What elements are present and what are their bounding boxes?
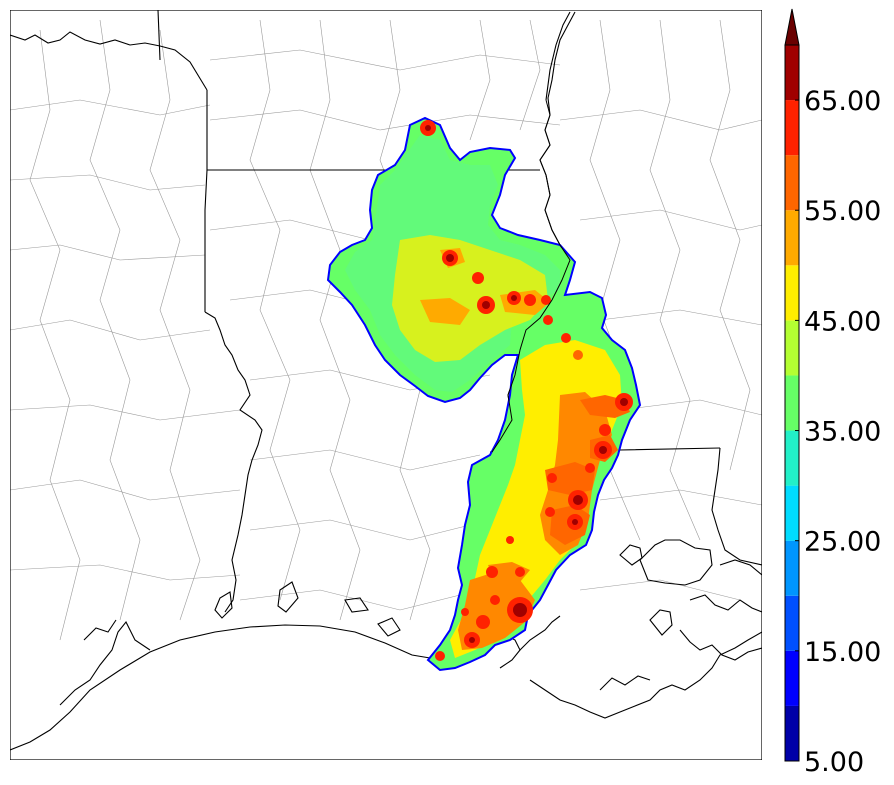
mississippi-river: [491, 99, 571, 453]
colorbar-segment: [785, 45, 799, 101]
colorbar-tick-label: 35.00: [804, 417, 881, 448]
colorbar-segment: [785, 430, 799, 486]
colorbar-segment: [785, 705, 799, 761]
map-background: [10, 10, 762, 760]
colorbar-tick-label: 25.00: [804, 527, 881, 558]
colorbar-segment: [785, 265, 799, 321]
colorbar-tick-labels: 5.00 15.00 25.00 35.00 45.00 55.00 65.00: [804, 86, 881, 772]
swath-orange-south: [458, 572, 535, 650]
colorbar-tick-label: 55.00: [804, 196, 881, 227]
colorbar-segment: [785, 540, 799, 596]
colorbar-segment: [785, 595, 799, 651]
colorbar-segment: [785, 650, 799, 706]
storm-cores: [420, 120, 633, 661]
colorbar-frame: [784, 44, 800, 762]
colorbar-tick-label: 15.00: [804, 637, 881, 668]
colorbar-tick-label: 45.00: [804, 306, 881, 337]
colorbar-segment: [785, 155, 799, 211]
colorbar-segment: [785, 210, 799, 266]
colorbar-segment: [785, 100, 799, 156]
reflectivity-swath: [326, 116, 642, 672]
radar-map: [10, 10, 762, 760]
colorbar-ticks: [795, 99, 799, 762]
colorbar-segment: [785, 375, 799, 431]
colorbar-segments: [785, 45, 799, 761]
swath-yellow-north: [392, 235, 548, 362]
colorbar-segment: [785, 485, 799, 541]
colorbar-segment: [785, 320, 799, 376]
colorbar-tick-label: 5.00: [804, 747, 864, 772]
colorbar-tick-label: 65.00: [804, 86, 881, 117]
colorbar: 5.00 15.00 25.00 35.00 45.00 55.00 65.00: [784, 8, 881, 772]
colorbar-extend-arrow: [784, 8, 800, 46]
